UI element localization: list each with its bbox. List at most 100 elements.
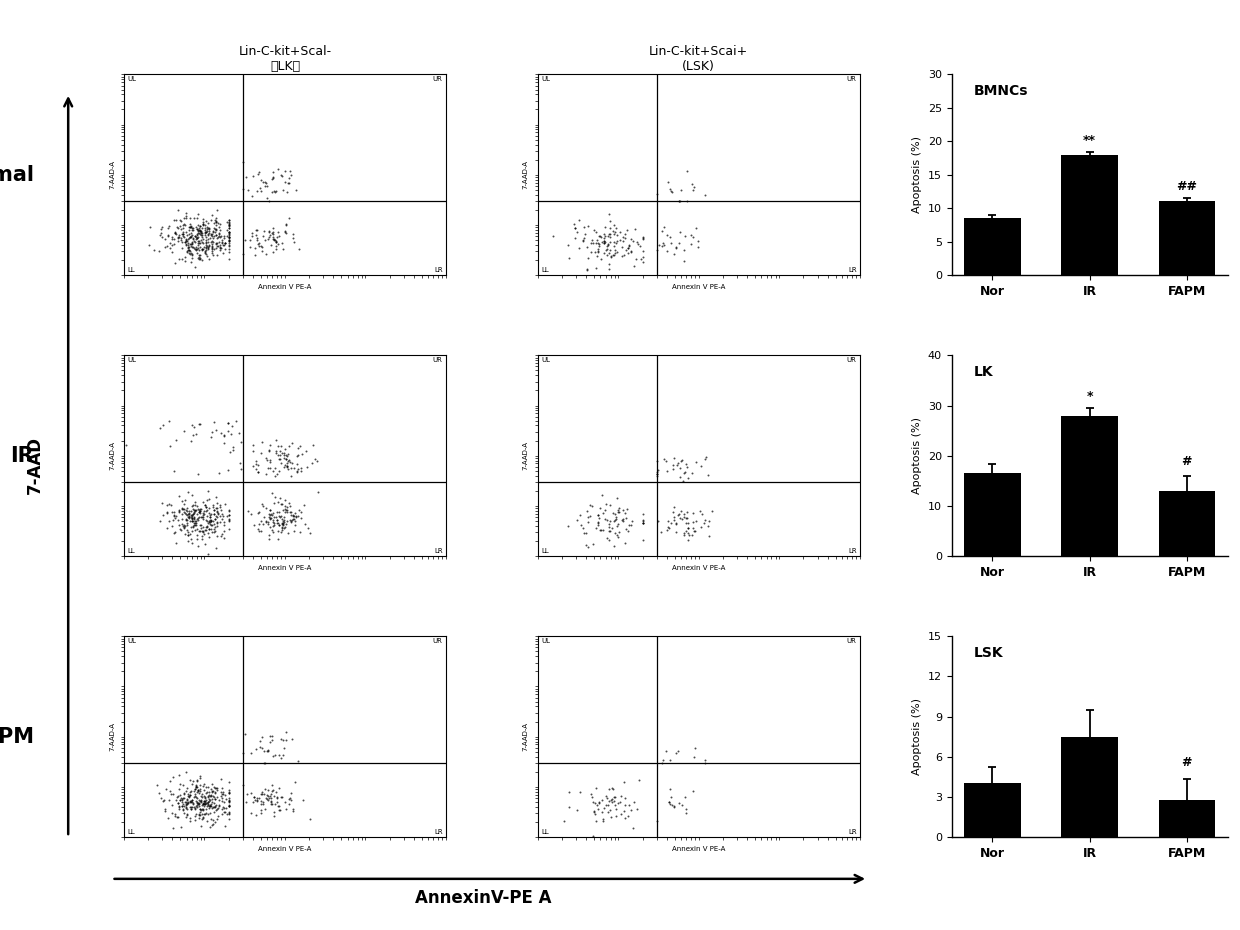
Point (272, 445, 291, 460)
Point (200, 521, 219, 536)
Point (193, 214, 213, 229)
Bar (1061, 737, 1117, 837)
Point (252, 794, 272, 809)
Point (175, 218, 195, 232)
Point (675, 253, 694, 268)
Point (212, 787, 232, 802)
Point (177, 508, 197, 523)
Point (165, 508, 185, 523)
Point (267, 467, 286, 482)
Point (610, 500, 630, 515)
Point (589, 512, 609, 526)
Point (588, 244, 608, 259)
Point (683, 514, 703, 529)
Point (190, 777, 210, 792)
Point (593, 522, 613, 537)
Point (598, 531, 618, 546)
Point (653, 236, 673, 251)
Point (627, 802, 647, 817)
Point (257, 743, 277, 758)
Point (613, 230, 632, 245)
Point (283, 512, 303, 526)
Point (206, 800, 226, 815)
Point (151, 222, 171, 237)
Point (281, 792, 301, 807)
Point (605, 242, 625, 257)
Point (207, 231, 227, 246)
Point (198, 547, 218, 562)
Point (186, 219, 206, 234)
Point (274, 521, 294, 536)
Point (198, 227, 218, 242)
Point (166, 226, 186, 241)
Point (160, 774, 180, 789)
Point (262, 485, 281, 500)
Point (277, 724, 296, 739)
Point (610, 504, 630, 519)
Point (213, 509, 233, 524)
Point (172, 512, 192, 526)
Point (608, 228, 627, 243)
Point (259, 503, 279, 518)
Point (594, 506, 614, 521)
Point (166, 509, 186, 524)
Point (174, 226, 193, 241)
Point (192, 242, 212, 257)
Point (188, 795, 208, 810)
Point (692, 507, 712, 522)
Point (666, 241, 686, 256)
Point (632, 516, 652, 531)
Point (285, 509, 305, 524)
Point (192, 806, 212, 821)
Point (263, 514, 283, 529)
Point (191, 792, 211, 807)
Point (591, 252, 611, 267)
Point (198, 797, 218, 812)
Point (653, 451, 673, 466)
Point (188, 501, 208, 516)
Point (666, 525, 686, 539)
Point (176, 507, 196, 522)
Point (172, 218, 192, 232)
Point (671, 193, 691, 208)
Point (190, 504, 210, 519)
Point (289, 503, 309, 518)
Point (180, 788, 200, 803)
Point (601, 521, 621, 536)
Point (153, 219, 172, 234)
Point (604, 538, 624, 553)
Point (206, 500, 226, 515)
Point (172, 507, 192, 522)
Point (197, 224, 217, 239)
Point (176, 502, 196, 517)
Point (308, 485, 327, 499)
Point (170, 792, 190, 807)
Point (176, 801, 196, 816)
Point (258, 460, 278, 475)
Point (652, 238, 672, 253)
Point (218, 231, 238, 246)
Point (600, 243, 620, 258)
Point (218, 503, 238, 518)
Text: LR: LR (848, 267, 857, 273)
Point (247, 808, 267, 823)
Point (172, 799, 192, 814)
Point (262, 797, 281, 812)
Point (594, 233, 614, 248)
Point (191, 788, 211, 803)
Point (616, 242, 636, 257)
Point (589, 515, 609, 530)
Point (587, 249, 606, 264)
Point (213, 800, 233, 815)
Point (171, 213, 191, 228)
Point (621, 803, 641, 817)
Point (257, 501, 277, 516)
Point (191, 783, 211, 798)
Point (250, 734, 270, 749)
Point (236, 794, 255, 809)
Point (600, 229, 620, 244)
Point (153, 496, 172, 511)
Bar (1061, 416, 1117, 556)
Point (196, 795, 216, 810)
Point (694, 753, 714, 768)
